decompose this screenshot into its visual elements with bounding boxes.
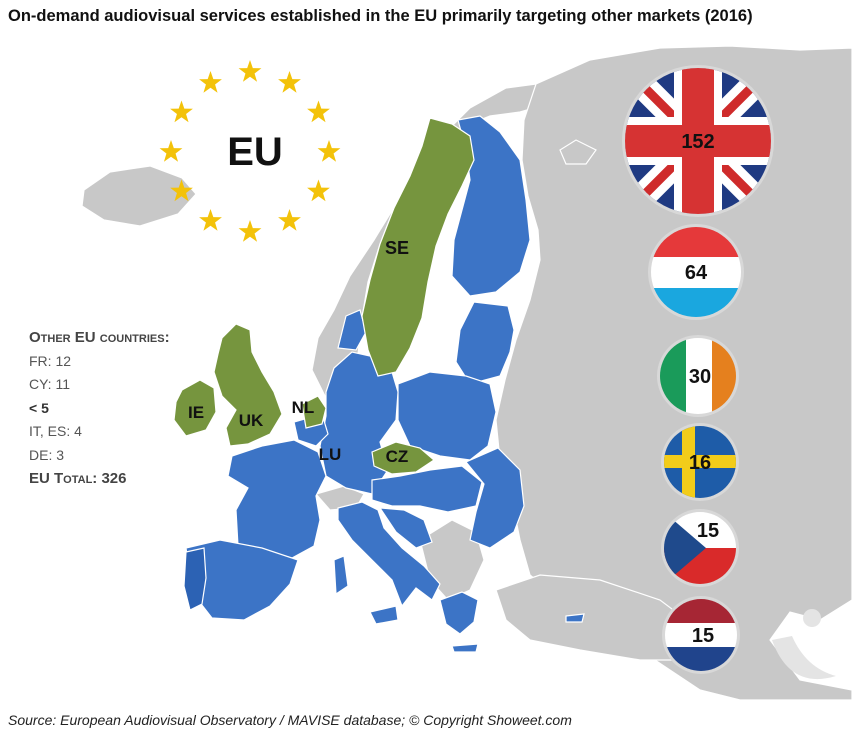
netherlands-shape [301, 395, 327, 429]
highlighted-countries [173, 117, 475, 475]
flag-value-se: 16 [689, 452, 711, 474]
star-icon [278, 71, 301, 93]
star-icon [238, 220, 262, 242]
star-icon [199, 209, 222, 231]
star-icon [278, 209, 301, 231]
map-label-se: SE [385, 238, 409, 258]
map-label-uk: UK [239, 411, 264, 430]
other-eu-line: CY: 11 [29, 376, 70, 392]
flag-uk [622, 65, 774, 217]
other-eu-line: < 5 [29, 399, 49, 416]
star-icon [238, 60, 262, 82]
map-label-cz: CZ [386, 447, 409, 466]
star-icon [170, 179, 193, 202]
map-label-lu: LU [319, 445, 342, 464]
eu-label: EU [227, 130, 283, 174]
other-eu-line: FR: 12 [29, 352, 72, 369]
map-label-ie: IE [188, 403, 204, 422]
star-icon [317, 140, 341, 162]
star-icon [199, 71, 222, 93]
eu-member-states [185, 115, 585, 653]
czech-shape [371, 441, 435, 475]
star-icon [170, 100, 193, 123]
flag-value-ie: 30 [689, 366, 711, 388]
eu-stars-ring [159, 60, 341, 242]
other-eu-line: IT, ES: 4 [29, 423, 82, 439]
star-icon [159, 140, 183, 162]
flag-value-lu: 64 [685, 262, 708, 284]
eu-total: EU Total: 326 [29, 470, 127, 487]
other-eu-header: Other EU countries: [29, 329, 170, 346]
watermark-logo [772, 609, 836, 680]
flag-value-uk: 152 [681, 131, 714, 153]
portugal-shape [183, 547, 207, 611]
uk-shape [213, 323, 283, 447]
star-icon [307, 179, 330, 202]
other-eu-line: DE: 3 [29, 446, 65, 463]
flag-czech [661, 509, 739, 587]
star-icon [307, 100, 330, 123]
map-label-nl: NL [292, 398, 315, 417]
sweden-shape [361, 117, 475, 377]
flag-value-nl: 15 [692, 625, 714, 647]
flag-luxembourg [648, 224, 744, 320]
source-note: Source: European Audiovisual Observatory… [8, 712, 572, 728]
map-title: On-demand audiovisual services establish… [8, 7, 753, 25]
other-eu-countries-box: Other EU countries: FR: 12 CY: 11 < 5 IT… [29, 326, 170, 491]
flag-value-cz: 15 [697, 520, 719, 542]
ireland-shape [173, 379, 217, 437]
flag-sweden [661, 423, 739, 501]
